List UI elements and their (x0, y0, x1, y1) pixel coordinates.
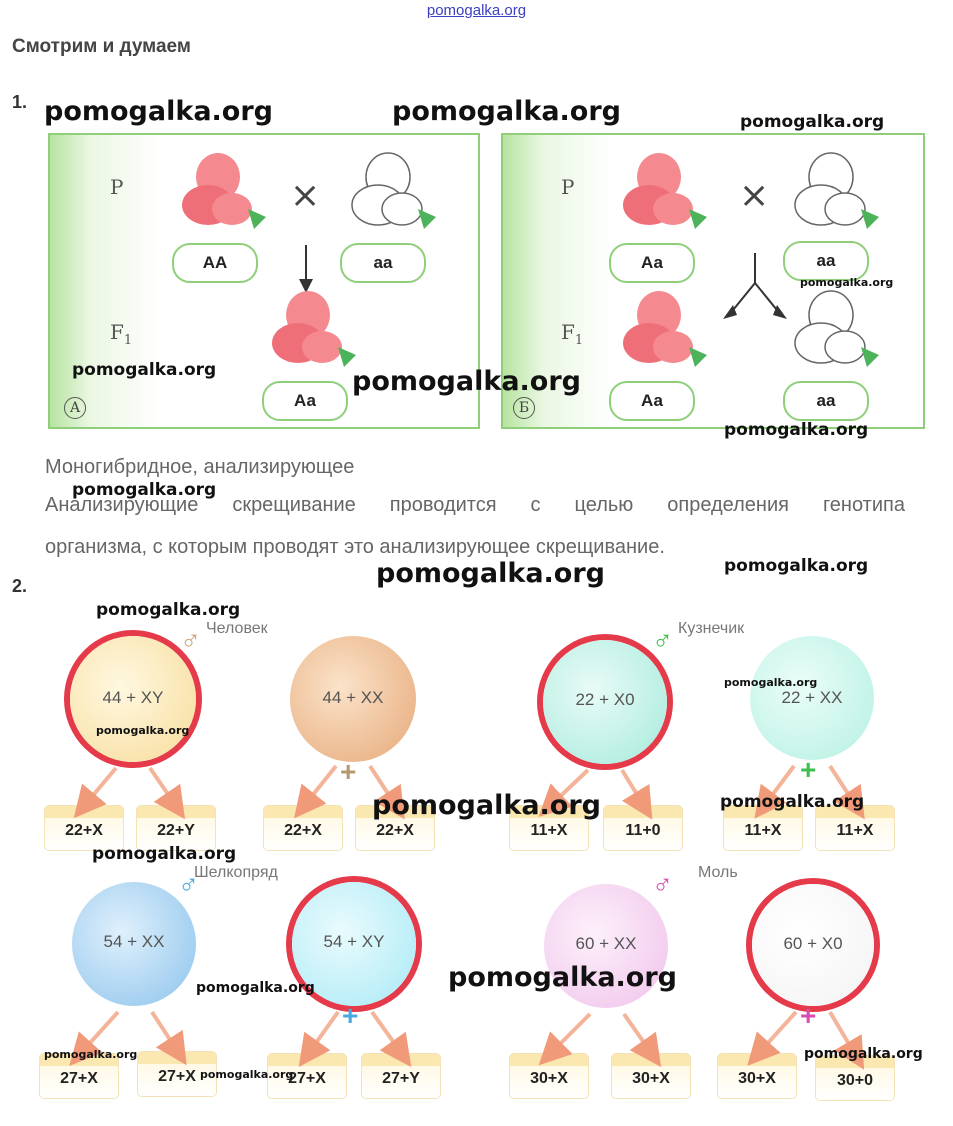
white-flower-parent (351, 152, 436, 229)
watermark: pomogalka.org (72, 360, 217, 380)
cell-silkworm-male: 54 + XX (72, 882, 196, 1006)
watermark: pomogalka.org (800, 276, 894, 289)
cell-moth-female: 60 + X0 (752, 884, 874, 1006)
watermark: pomogalka.org (72, 480, 217, 500)
male-symbol-icon: ♂ (178, 868, 199, 899)
task-number-1: 1. (12, 92, 28, 112)
watermark: pomogalka.org (44, 96, 273, 127)
panel-letter-a: А (64, 397, 86, 419)
watermark: pomogalka.org (740, 112, 885, 132)
watermark: pomogalka.org (372, 790, 601, 821)
genotype-parent-2: аа (340, 243, 426, 283)
genotype-offspring-2: аа (783, 381, 869, 421)
white-flower-parent (794, 152, 879, 229)
answer-line-2: организма, с которым проводят это анализ… (45, 536, 665, 558)
watermark: pomogalka.org (724, 420, 869, 440)
p-label: P (110, 175, 124, 199)
cell-silkworm-female: 54 + XY (292, 882, 416, 1006)
white-flower-offspring (794, 290, 879, 367)
watermark: pomogalka.org (720, 792, 865, 812)
species-label-grasshopper: Кузнечик (678, 620, 745, 637)
cell-human-male: 44 + XY (70, 636, 196, 762)
watermark: pomogalka.org (200, 1068, 294, 1081)
watermark: pomogalka.org (92, 844, 237, 864)
cell-moth-male: 60 + XX (544, 884, 668, 1008)
cross-icon: × (739, 175, 770, 216)
watermark: pomogalka.org (352, 366, 581, 397)
f1-label: F1 (110, 320, 133, 348)
section-heading: Смотрим и думаем (12, 36, 191, 57)
down-arrow-icon (299, 245, 313, 293)
cell-human-female: 44 + XX (290, 636, 416, 762)
task-number-2: 2. (12, 576, 28, 596)
watermark: pomogalka.org (44, 1048, 138, 1061)
species-label-human: Человек (206, 620, 268, 637)
genotype-parent-1: Аа (609, 243, 695, 283)
watermark: pomogalka.org (448, 962, 677, 993)
genotype-parent-1: АА (172, 243, 258, 283)
split-arrow-icon (723, 253, 787, 319)
cell-grasshopper-male: 22 + X0 (543, 640, 667, 764)
watermark: pomogalka.org (196, 980, 315, 996)
cross-panel-b: P F1 × Аа аа Аа аа Б (501, 133, 925, 429)
cross-icon: × (290, 175, 321, 216)
panel-letter-b: Б (513, 397, 535, 419)
watermark: pomogalka.org (392, 96, 621, 127)
watermark: pomogalka.org (724, 556, 869, 576)
watermark: pomogalka.org (96, 600, 241, 620)
genotype-offspring-1: Аа (609, 381, 695, 421)
genotype-offspring: Аа (262, 381, 348, 421)
female-symbol-icon: + (800, 1000, 817, 1031)
gamete: 11+X (816, 806, 894, 850)
cross-panel-a: P F1 × АА аа Аа А (48, 133, 480, 429)
female-symbol-icon: + (800, 754, 817, 785)
f1-label: F1 (561, 320, 584, 348)
cell-grasshopper-female: 22 + XX (750, 636, 874, 760)
female-symbol-icon: + (340, 756, 357, 787)
male-symbol-icon: ♂ (652, 868, 673, 899)
answer-line-1: Анализирующие скрещивание проводится с целью… (45, 494, 905, 516)
male-symbol-icon: ♂ (180, 624, 201, 655)
watermark: pomogalka.org (724, 676, 818, 689)
red-flower-parent (623, 153, 707, 229)
red-flower-offspring (272, 291, 356, 367)
watermark-top[interactable]: pomogalka.org (426, 2, 527, 19)
answer-type: Моногибридное, анализирующее (45, 456, 355, 478)
species-label-moth: Моль (698, 864, 738, 881)
male-symbol-icon: ♂ (652, 624, 673, 655)
watermark: pomogalka.org (804, 1046, 923, 1062)
p-label: P (561, 175, 575, 199)
red-flower-parent (182, 153, 266, 229)
gamete: 30+X (510, 1054, 588, 1098)
red-flower-offspring (623, 291, 707, 367)
genotype-parent-2: аа (783, 241, 869, 281)
watermark: pomogalka.org (376, 558, 605, 589)
watermark: pomogalka.org (96, 724, 190, 737)
female-symbol-icon: + (342, 1000, 359, 1031)
species-label-silkworm: Шелкопряд (194, 864, 278, 881)
